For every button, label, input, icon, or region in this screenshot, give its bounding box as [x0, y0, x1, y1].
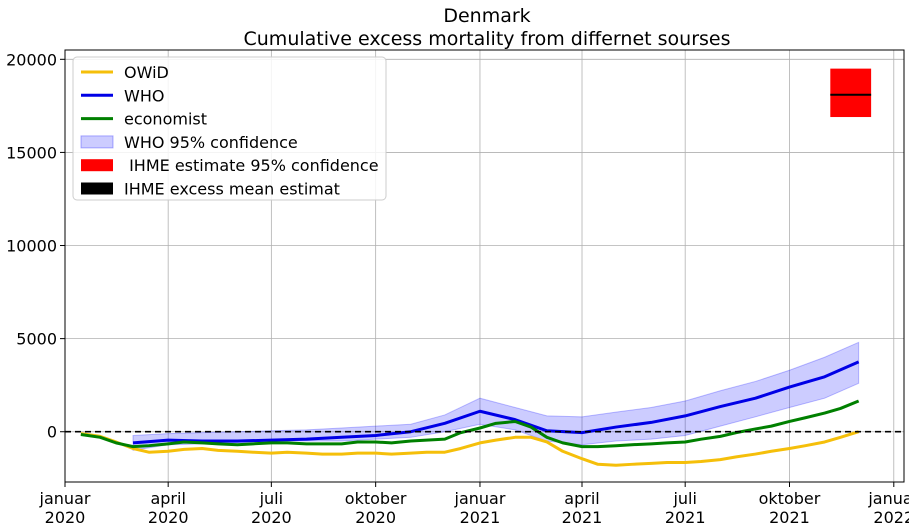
- y-tick-label-15000: 15000: [6, 143, 57, 162]
- x-tick-year-2021-01-01: 2021: [460, 508, 501, 527]
- chart-title: Denmark: [443, 5, 530, 27]
- series-line-economist: [80, 399, 860, 449]
- y-tick-label-20000: 20000: [6, 50, 57, 69]
- x-tick-year-2020-01-01: 2020: [45, 508, 86, 527]
- legend-label-who: WHO: [124, 86, 164, 105]
- legend-entry-ihme-mean: IHME excess mean estimat: [81, 180, 340, 199]
- legend-label-ihme-estimate: IHME estimate 95% confidence: [124, 156, 379, 175]
- plot-frame: [64, 49, 905, 483]
- ihme-estimate: [830, 68, 872, 118]
- x-tick-label-2022-01-01: januar: [867, 489, 909, 508]
- legend-label-economist: economist: [124, 110, 207, 129]
- band-who-95-confidence: [132, 341, 860, 451]
- legend-entry-who-confidence: WHO 95% confidence: [80, 133, 298, 152]
- x-tick-label-2020-10-01: oktober: [345, 489, 407, 508]
- x-tick-year-2020-04-01: 2020: [148, 508, 189, 527]
- legend-swatch-ihme-estimate: [81, 159, 113, 172]
- y-tick-label-5000: 5000: [16, 330, 57, 349]
- x-tick-year-2021-10-01: 2021: [769, 508, 810, 527]
- x-tick-label-2021-04-01: april: [564, 489, 599, 508]
- confidence-bands: [132, 341, 860, 451]
- legend-entry-economist: economist: [81, 110, 207, 129]
- series-line-owid: [80, 430, 860, 467]
- x-tick-year-2021-07-01: 2021: [665, 508, 706, 527]
- legend-entry-who: WHO: [81, 86, 164, 105]
- legend-box: [72, 56, 387, 201]
- series-line-who: [132, 360, 860, 445]
- y-axis-ticks: 0 5000 10000 15000 20000: [6, 50, 65, 442]
- legend-entry-owid: OWiD: [81, 63, 169, 82]
- y-tick-label-0: 0: [47, 423, 57, 442]
- x-tick-label-2021-01-01: januar: [454, 489, 506, 508]
- x-tick-year-2020-07-01: 2020: [251, 508, 292, 527]
- legend-entry-ihme-estimate: IHME estimate 95% confidence: [81, 156, 379, 175]
- x-tick-label-2020-04-01: april: [150, 489, 185, 508]
- y-tick-label-10000: 10000: [6, 237, 57, 256]
- x-tick-label-2021-10-01: oktober: [759, 489, 821, 508]
- legend-swatch-who-confidence: [80, 135, 114, 149]
- x-tick-year-2020-10-01: 2020: [355, 508, 396, 527]
- chart-subtitle: Cumulative excess mortality from differn…: [244, 28, 731, 50]
- legend: OWiD WHO economist WHO 95% confidence IH…: [72, 56, 387, 201]
- x-tick-label-2020-07-01: juli: [259, 489, 283, 508]
- x-tick-year-2021-04-01: 2021: [562, 508, 603, 527]
- ihme-estimate-box: [830, 68, 872, 118]
- legend-label-owid: OWiD: [124, 63, 169, 82]
- x-tick-year-2022-01-01: 2022: [873, 508, 909, 527]
- series-lines: [80, 360, 860, 467]
- x-axis-ticks: januar2020april2020juli2020oktober2020ja…: [39, 482, 909, 527]
- x-tick-label-2021-07-01: juli: [672, 489, 696, 508]
- legend-swatch-ihme-mean: [81, 182, 113, 195]
- legend-label-ihme-mean: IHME excess mean estimat: [124, 180, 340, 199]
- x-tick-label-2020-01-01: januar: [39, 489, 91, 508]
- legend-label-who-confidence: WHO 95% confidence: [124, 133, 298, 152]
